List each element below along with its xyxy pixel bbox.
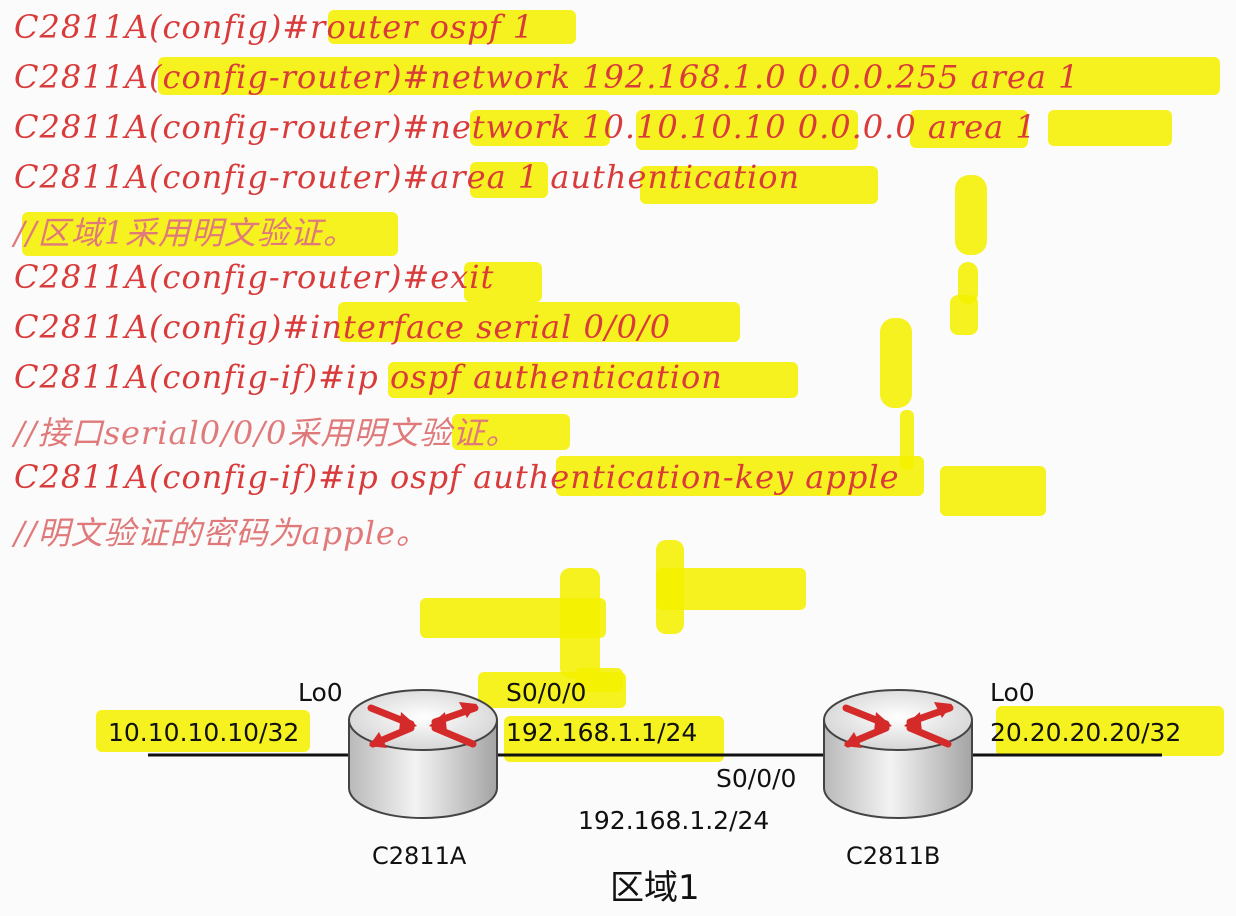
comment-line-1: //区域1采用明文验证。 xyxy=(14,214,356,252)
cmd-line-6: C2811A(config)#interface serial 0/0/0 xyxy=(14,308,672,346)
cmd-line-3: C2811A(config-router)#network 10.10.10.1… xyxy=(14,108,1037,146)
router-a-icon xyxy=(348,689,498,819)
router-a-serial-label: S0/0/0 xyxy=(506,678,587,707)
cmd-line-8: C2811A(config-if)#ip ospf authentication… xyxy=(14,458,900,496)
comment-line-2: //接口serial0/0/0采用明文验证。 xyxy=(14,414,519,452)
cmd-line-2: C2811A(config-router)#network 192.168.1.… xyxy=(14,58,1080,96)
router-b-icon xyxy=(823,689,973,819)
router-b-serial-ip: 192.168.1.2/24 xyxy=(578,806,770,835)
router-b-lo0-label: Lo0 xyxy=(990,678,1035,707)
router-b-lo0-ip: 20.20.20.20/32 xyxy=(990,718,1182,747)
comment-line-3: //明文验证的密码为apple。 xyxy=(14,514,429,552)
router-a-lo0-ip: 10.10.10.10/32 xyxy=(108,718,300,747)
router-a-name: C2811A xyxy=(372,842,467,870)
router-a-lo0-label: Lo0 xyxy=(298,678,343,707)
router-b-name: C2811B xyxy=(846,842,941,870)
router-b-serial-label: S0/0/0 xyxy=(716,764,797,793)
area-label: 区域1 xyxy=(610,868,700,908)
router-a-serial-ip: 192.168.1.1/24 xyxy=(506,718,698,747)
cmd-line-1: C2811A(config)#router ospf 1 xyxy=(14,8,535,46)
cmd-line-7: C2811A(config-if)#ip ospf authentication xyxy=(14,358,723,396)
cmd-line-4: C2811A(config-router)#area 1 authenticat… xyxy=(14,158,801,196)
cmd-line-5: C2811A(config-router)#exit xyxy=(14,258,495,296)
